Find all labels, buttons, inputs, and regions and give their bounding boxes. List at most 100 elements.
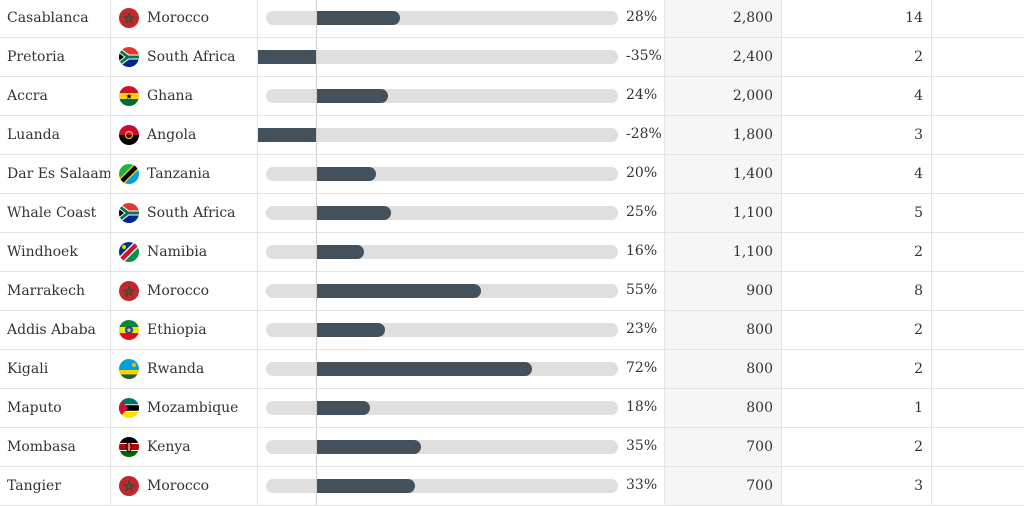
zero-axis — [316, 0, 317, 37]
south-africa-flag-icon — [119, 203, 139, 223]
city-name: Dar Es Salaam — [7, 166, 111, 182]
table-row[interactable]: Marrakech Morocco 55% 900 8 2 — [0, 272, 1024, 311]
city-cell: Addis Ababa — [0, 311, 111, 350]
secondary-count-cell — [932, 194, 1024, 233]
count-cell: 2 — [782, 233, 932, 272]
secondary-count-cell: 1 — [932, 155, 1024, 194]
zero-axis — [316, 389, 317, 427]
country-cell: Morocco — [111, 272, 258, 311]
city-name: Maputo — [7, 400, 62, 416]
country-name: Angola — [147, 127, 196, 143]
value-cell: 700 — [665, 467, 782, 506]
count-number: 5 — [914, 205, 923, 221]
count-number: 4 — [914, 166, 923, 182]
country-cell: Ethiopia — [111, 311, 258, 350]
count-cell: 4 — [782, 155, 932, 194]
change-bar-cell: 16% — [258, 233, 665, 272]
change-bar-cell: -28% — [258, 116, 665, 155]
value-cell: 1,100 — [665, 233, 782, 272]
city-cell: Whale Coast — [0, 194, 111, 233]
ethiopia-flag-icon — [119, 320, 139, 340]
table-row[interactable]: Maputo Mozambique 18% 800 1 — [0, 389, 1024, 428]
table-row[interactable]: Addis Ababa Ethiopia 23% 800 2 — [0, 311, 1024, 350]
table-row[interactable]: Luanda Angola -28% 1,800 3 — [0, 116, 1024, 155]
change-percent: 72% — [626, 360, 657, 376]
value-cell: 1,100 — [665, 194, 782, 233]
table-row[interactable]: Whale Coast South Africa 25% 1,100 5 — [0, 194, 1024, 233]
bar-fill — [316, 167, 376, 181]
change-percent: 33% — [626, 477, 657, 493]
city-cell: Windhoek — [0, 233, 111, 272]
count-number: 2 — [914, 439, 923, 455]
bar-fill — [316, 89, 388, 103]
change-percent: 23% — [626, 321, 657, 337]
table-row[interactable]: Mombasa Kenya 35% 700 2 — [0, 428, 1024, 467]
value-number: 800 — [746, 322, 773, 338]
country-cell: Morocco — [111, 467, 258, 506]
country-name: South Africa — [147, 205, 236, 221]
country-cell: South Africa — [111, 38, 258, 77]
secondary-count-cell — [932, 311, 1024, 350]
count-number: 14 — [905, 10, 923, 26]
change-bar-cell: 24% — [258, 77, 665, 116]
change-bar-cell: 55% — [258, 272, 665, 311]
secondary-count-cell — [932, 467, 1024, 506]
zero-axis — [316, 194, 317, 232]
city-name: Mombasa — [7, 439, 76, 455]
table-row[interactable]: Casablanca Morocco 28% 2,800 14 2 — [0, 0, 1024, 38]
change-percent: -28% — [626, 126, 662, 142]
count-cell: 3 — [782, 467, 932, 506]
zero-axis — [316, 77, 317, 115]
value-number: 800 — [746, 361, 773, 377]
change-bar-cell: 25% — [258, 194, 665, 233]
bar-fill — [316, 362, 532, 376]
bar-track — [266, 50, 618, 64]
value-cell: 2,800 — [665, 0, 782, 38]
zero-axis — [316, 38, 317, 76]
bar-track — [266, 128, 618, 142]
secondary-count-cell — [932, 77, 1024, 116]
city-cell: Mombasa — [0, 428, 111, 467]
value-number: 1,100 — [733, 205, 773, 221]
count-number: 8 — [914, 283, 923, 299]
bar-fill — [258, 50, 317, 64]
country-cell: Rwanda — [111, 350, 258, 389]
table-row[interactable]: Pretoria South Africa -35% 2,400 2 — [0, 38, 1024, 77]
bar-fill — [316, 206, 391, 220]
change-percent: 28% — [626, 9, 657, 25]
country-name: Ghana — [147, 88, 193, 104]
city-name: Casablanca — [7, 10, 89, 26]
bar-fill — [316, 479, 415, 493]
value-cell: 2,400 — [665, 38, 782, 77]
change-bar-cell: 35% — [258, 428, 665, 467]
secondary-count-cell — [932, 116, 1024, 155]
bar-fill — [316, 323, 385, 337]
namibia-flag-icon — [119, 242, 139, 262]
value-number: 800 — [746, 400, 773, 416]
city-name: Addis Ababa — [7, 322, 96, 338]
mozambique-flag-icon — [119, 398, 139, 418]
table-row[interactable]: Accra Ghana 24% 2,000 4 — [0, 77, 1024, 116]
zero-axis — [316, 428, 317, 466]
count-number: 2 — [914, 244, 923, 260]
morocco-flag-icon — [119, 476, 139, 496]
count-cell: 14 — [782, 0, 932, 38]
count-cell: 2 — [782, 311, 932, 350]
table-row[interactable]: Dar Es Salaam Tanzania 20% 1,400 4 1 — [0, 155, 1024, 194]
bar-fill — [316, 245, 364, 259]
country-cell: Angola — [111, 116, 258, 155]
change-bar-cell: 23% — [258, 311, 665, 350]
change-percent: 35% — [626, 438, 657, 454]
table-row[interactable]: Kigali Rwanda 72% 800 2 — [0, 350, 1024, 389]
country-cell: South Africa — [111, 194, 258, 233]
zero-axis — [316, 233, 317, 271]
table-row[interactable]: Windhoek Namibia 16% 1,100 2 — [0, 233, 1024, 272]
zero-axis — [316, 116, 317, 154]
count-cell: 2 — [782, 350, 932, 389]
table-row[interactable]: Tangier Morocco 33% 700 3 — [0, 467, 1024, 506]
bar-fill — [316, 284, 481, 298]
tanzania-flag-icon — [119, 164, 139, 184]
morocco-flag-icon — [119, 281, 139, 301]
value-cell: 900 — [665, 272, 782, 311]
city-name: Marrakech — [7, 283, 85, 299]
